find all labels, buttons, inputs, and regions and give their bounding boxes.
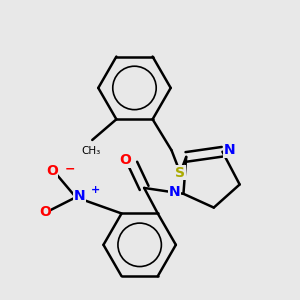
Text: O: O [46, 164, 58, 178]
Text: S: S [175, 166, 185, 180]
Text: O: O [119, 153, 131, 167]
Text: N: N [224, 143, 236, 157]
Text: N: N [169, 185, 181, 199]
Text: CH₃: CH₃ [81, 146, 100, 156]
Text: O: O [39, 205, 51, 219]
Text: +: + [91, 185, 101, 195]
Text: −: − [65, 163, 75, 176]
Text: N: N [74, 188, 85, 203]
